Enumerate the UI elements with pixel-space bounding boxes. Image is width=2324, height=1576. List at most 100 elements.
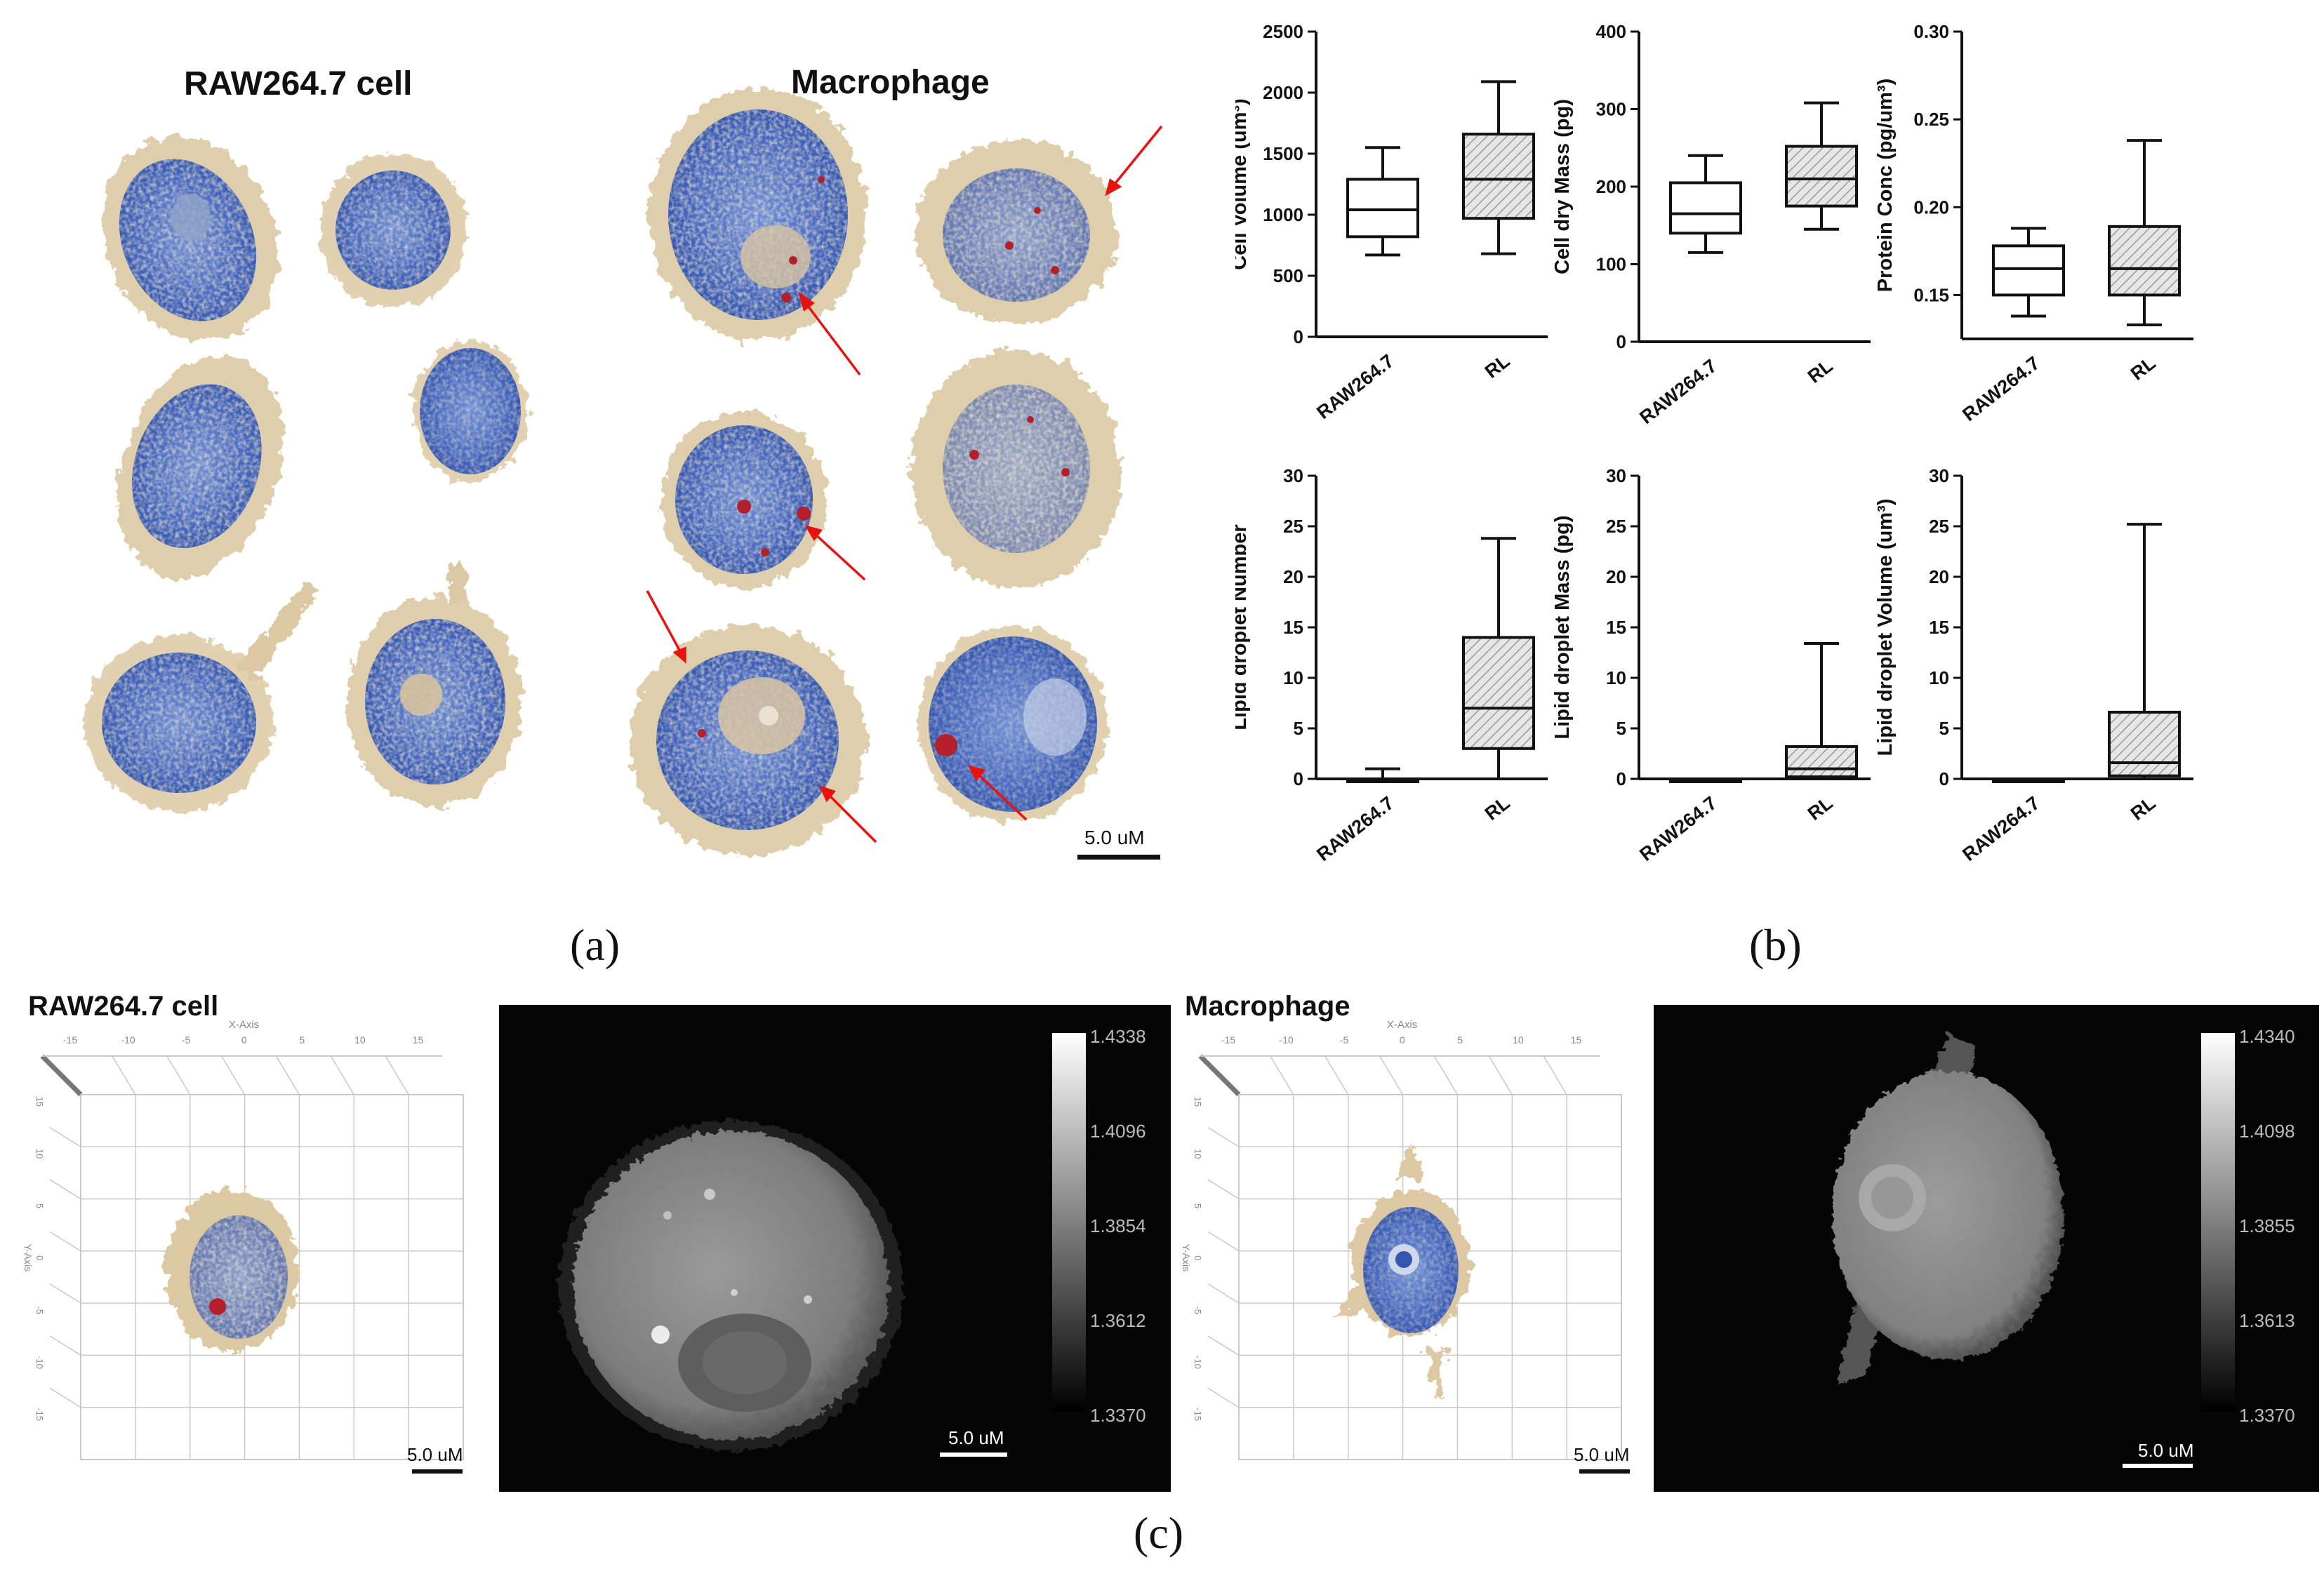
panel-c-right-3d-view: -15 -10 -5 0 5 10 15 X-Axis 15 10 5 0 -5 -10 -15 Y-Axis bbox=[1181, 1019, 1622, 1460]
boxplot-0: 0 500 1000 1500 2000 2500 Cell Volume (um³) RAW… bbox=[1235, 21, 1548, 423]
panel-a-heading-raw: RAW264.7 cell bbox=[184, 65, 413, 102]
panel-c-right-3d-scalebar bbox=[1579, 1469, 1630, 1474]
cell-macro-6 bbox=[918, 626, 1108, 822]
grid-right-hside-4 bbox=[1207, 1283, 1240, 1304]
grid-right-vtop-3 bbox=[1379, 1055, 1404, 1095]
grid-right-ytick-4: -5 bbox=[1193, 1306, 1203, 1314]
box-0-RAW264.7: RAW264.7 bbox=[1313, 146, 1419, 423]
panel-c-letter: (c) bbox=[1134, 1508, 1184, 1558]
grid-left-xtick-0: -15 bbox=[63, 1034, 77, 1046]
y-tick-label-5-0: 0 bbox=[1939, 768, 1949, 789]
box-body bbox=[1462, 133, 1535, 220]
grid-left-xtick-3: 0 bbox=[241, 1034, 247, 1046]
cell-macro-3 bbox=[661, 412, 827, 587]
panel-a-cell-renderings bbox=[84, 88, 1163, 856]
panel-a-heading-macrophage: Macrophage bbox=[791, 64, 990, 101]
colorbar-left-tick-2: 1.3854 bbox=[1090, 1215, 1146, 1236]
y-tick-label-1-1: 100 bbox=[1596, 254, 1626, 275]
box-body bbox=[1462, 636, 1535, 750]
cell-raw-4 bbox=[117, 355, 283, 580]
colorbar-left-tick-4: 1.3370 bbox=[1090, 1405, 1146, 1426]
cell-macro-4 bbox=[911, 349, 1122, 588]
y-tick-label-4-6: 30 bbox=[1606, 465, 1626, 486]
y-tick-label-4-1: 5 bbox=[1616, 718, 1626, 739]
grid-left-hside-5 bbox=[49, 1335, 81, 1356]
y-tick-label-4-3: 15 bbox=[1606, 617, 1626, 638]
category-label: RL bbox=[2127, 792, 2160, 824]
box-body bbox=[2108, 225, 2181, 297]
y-tick-label-3-5: 25 bbox=[1283, 516, 1303, 537]
grid-left-edge-dark bbox=[40, 1054, 83, 1097]
y-tick-label-0-2: 1000 bbox=[1263, 204, 1303, 225]
grid-left-xaxis-title: X-Axis bbox=[229, 1019, 259, 1031]
panel-c-left-3d-scalebar bbox=[412, 1469, 463, 1474]
category-label: RAW264.7 bbox=[1313, 792, 1397, 865]
grid-left-vtop-2 bbox=[166, 1055, 191, 1095]
category-label: RL bbox=[1481, 792, 1514, 824]
box-3-RL: RL bbox=[1462, 537, 1535, 824]
y-tick-label-2-3: 0.30 bbox=[1913, 21, 1949, 42]
boxplot-1: 0 100 200 300 400 Cell dry Mass (pg) RAW264.7 R… bbox=[1551, 21, 1871, 428]
grid-right-vtop-2 bbox=[1324, 1055, 1349, 1095]
box-body bbox=[1785, 145, 1858, 208]
grid-right-vtop-4 bbox=[1433, 1055, 1459, 1095]
category-label: RL bbox=[1804, 355, 1837, 387]
y-tick-label-5-5: 25 bbox=[1929, 516, 1949, 537]
arrow-3 bbox=[804, 525, 866, 581]
cell-macro-2 bbox=[915, 140, 1118, 323]
cell-3d-raw bbox=[165, 1189, 298, 1351]
grid-right-xtick-5: 10 bbox=[1513, 1034, 1524, 1046]
y-tick-label-5-2: 10 bbox=[1929, 667, 1949, 688]
grid-left-ytick-6: -15 bbox=[34, 1408, 45, 1421]
y-tick-label-3-1: 5 bbox=[1294, 718, 1303, 739]
colorbar-left-tick-0: 1.4338 bbox=[1090, 1026, 1146, 1047]
cell-macro-1 bbox=[649, 88, 867, 341]
y-tick-label-0-3: 1500 bbox=[1263, 143, 1303, 164]
grid-right-ytick-6: -15 bbox=[1193, 1408, 1203, 1421]
y-tick-label-1-0: 0 bbox=[1616, 331, 1626, 352]
arrow-5 bbox=[818, 785, 877, 843]
grid-left-hside-2 bbox=[49, 1179, 81, 1200]
y-tick-label-0-0: 0 bbox=[1294, 326, 1303, 347]
box-2-RAW264.7: RAW264.7 bbox=[1958, 227, 2065, 425]
y-tick-label-1-4: 400 bbox=[1596, 21, 1626, 42]
y-axis-label-4: Lipid droplet Mass (pg) bbox=[1551, 516, 1574, 740]
y-tick-label-2-2: 0.25 bbox=[1913, 109, 1949, 130]
panel-a-letter: (a) bbox=[570, 920, 620, 970]
colorbar-right-tick-0: 1.4340 bbox=[2239, 1026, 2295, 1047]
panel-c-left-colorbar bbox=[1052, 1033, 1086, 1412]
category-label: RAW264.7 bbox=[1958, 352, 2043, 425]
grid-right-ytick-2: 5 bbox=[1193, 1203, 1203, 1208]
panel-a-scalebar-label: 5.0 uM bbox=[1084, 827, 1145, 848]
grid-right-yaxis-title: Y-Axis bbox=[1181, 1244, 1192, 1271]
grid-left-ytick-1: 10 bbox=[34, 1149, 45, 1158]
category-label: RL bbox=[1481, 350, 1514, 382]
category-label: RAW264.7 bbox=[1313, 350, 1397, 423]
cell-raw-2 bbox=[319, 153, 467, 307]
grid-left-ytick-0: 15 bbox=[34, 1097, 45, 1107]
y-tick-label-3-0: 0 bbox=[1294, 768, 1303, 789]
colorbar-right-tick-2: 1.3855 bbox=[2239, 1215, 2295, 1236]
boxplot-2: 0.15 0.20 0.25 0.30 Protein Conc (pg/um³) RAW… bbox=[1874, 21, 2193, 425]
y-tick-label-3-6: 30 bbox=[1283, 465, 1303, 486]
category-label: RAW264.7 bbox=[1635, 355, 1720, 428]
box-5-RAW264.7: RAW264.7 bbox=[1958, 777, 2065, 865]
grid-left-vtop-4 bbox=[275, 1055, 300, 1095]
grid-left-ytick-4: -5 bbox=[34, 1306, 45, 1314]
grid-right-xtick-0: -15 bbox=[1221, 1034, 1235, 1046]
grid-right-hside-2 bbox=[1207, 1179, 1240, 1200]
arrow-2 bbox=[1105, 125, 1163, 196]
panel-b-letter: (b) bbox=[1749, 920, 1802, 970]
grid-right-hside-6 bbox=[1207, 1387, 1240, 1408]
grid-right-vtop-1 bbox=[1270, 1055, 1294, 1095]
grid-left-vtop-3 bbox=[220, 1055, 246, 1095]
box-2-RL: RL bbox=[2108, 139, 2181, 385]
y-tick-label-5-6: 30 bbox=[1929, 465, 1949, 486]
colorbar-right-tick-1: 1.4098 bbox=[2239, 1121, 2295, 1142]
box-body bbox=[1346, 178, 1419, 239]
box-body bbox=[1669, 181, 1742, 235]
grid-left-hside-6 bbox=[49, 1387, 81, 1408]
y-axis-label-1: Cell dry Mass (pg) bbox=[1551, 99, 1574, 274]
y-tick-label-3-4: 20 bbox=[1283, 566, 1303, 587]
